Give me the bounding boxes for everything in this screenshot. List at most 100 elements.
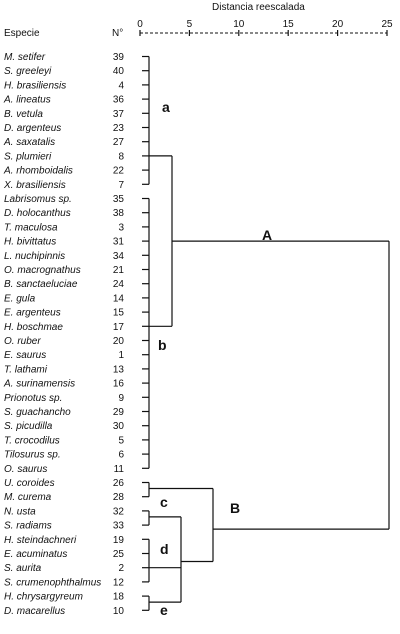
species-number: 19 bbox=[113, 535, 125, 546]
species-name: H. brasiliensis bbox=[4, 80, 66, 91]
axis-tick-label: 25 bbox=[381, 19, 393, 30]
species-number: 24 bbox=[113, 279, 125, 290]
species-name: T. crocodilus bbox=[4, 435, 60, 446]
axis-tick-label: 15 bbox=[283, 19, 295, 30]
species-number: 1 bbox=[118, 350, 124, 361]
species-number: 26 bbox=[113, 478, 125, 489]
cluster-label-A: A bbox=[262, 227, 272, 243]
species-number: 29 bbox=[113, 407, 125, 418]
species-name: O. saurus bbox=[4, 464, 47, 475]
species-number: 14 bbox=[113, 293, 125, 304]
species-number: 30 bbox=[113, 421, 125, 432]
species-name: S. plumieri bbox=[4, 151, 52, 162]
species-number: 22 bbox=[113, 166, 125, 177]
species-number: 8 bbox=[118, 151, 124, 162]
species-number: 12 bbox=[113, 577, 125, 588]
species-number: 38 bbox=[113, 208, 125, 219]
species-name: X. brasiliensis bbox=[3, 180, 66, 191]
number-column-header: N° bbox=[112, 28, 123, 39]
species-name: B. sanctaeluciae bbox=[4, 279, 78, 290]
species-name: A. surinamensis bbox=[3, 379, 75, 390]
species-name: T. lathami bbox=[4, 364, 48, 375]
species-name: O. ruber bbox=[4, 336, 41, 347]
species-number: 23 bbox=[113, 123, 125, 134]
species-name: N. usta bbox=[4, 506, 36, 517]
species-number: 32 bbox=[113, 506, 125, 517]
species-name: D. holocanthus bbox=[4, 208, 71, 219]
species-name: L. nuchipinnis bbox=[4, 251, 65, 262]
species-number: 2 bbox=[118, 563, 124, 574]
species-number: 27 bbox=[113, 137, 125, 148]
species-number: 35 bbox=[113, 194, 125, 205]
axis-title: Distancia reescalada bbox=[212, 2, 305, 13]
species-name: H. boschmae bbox=[4, 322, 63, 333]
species-number: 11 bbox=[114, 464, 125, 475]
cluster-label-e: e bbox=[160, 602, 168, 618]
species-number: 4 bbox=[118, 80, 124, 91]
cluster-label-a: a bbox=[162, 99, 170, 115]
species-number: 25 bbox=[113, 549, 125, 560]
species-number: 15 bbox=[113, 308, 125, 319]
species-list: M. setifer 39S. greeleyi 40H. brasiliensis… bbox=[3, 52, 124, 617]
species-name: S. picudilla bbox=[4, 421, 53, 432]
species-name: H. bivittatus bbox=[4, 237, 56, 248]
species-name: Tilosurus sp. bbox=[4, 450, 61, 461]
axis-tick-label: 20 bbox=[332, 19, 344, 30]
species-name: A. rhomboidalis bbox=[3, 166, 73, 177]
cluster-label-c: c bbox=[160, 494, 168, 510]
cluster-label-d: d bbox=[160, 541, 169, 557]
species-name: M. setifer bbox=[4, 52, 46, 63]
cluster-label-B: B bbox=[230, 500, 240, 516]
species-name: E. argenteus bbox=[4, 308, 61, 319]
axis-tick-label: 10 bbox=[233, 19, 245, 30]
species-number: 9 bbox=[118, 393, 124, 404]
species-number: 37 bbox=[113, 109, 125, 120]
species-number: 16 bbox=[113, 379, 125, 390]
species-number: 20 bbox=[113, 336, 125, 347]
species-name: Prionotus sp. bbox=[4, 393, 62, 404]
species-name: S. radiams bbox=[4, 521, 52, 532]
species-number: 17 bbox=[113, 322, 125, 333]
species-name: S. aurita bbox=[4, 563, 42, 574]
species-name: S. crumenophthalmus bbox=[4, 577, 101, 588]
species-number: 39 bbox=[113, 52, 125, 63]
species-name: D. macarellus bbox=[4, 606, 65, 617]
species-number: 33 bbox=[113, 521, 125, 532]
species-name: M. curema bbox=[4, 492, 52, 503]
axis-tick-label: 5 bbox=[187, 19, 193, 30]
species-name: E. gula bbox=[4, 293, 36, 304]
axis-ticks: 0 5 10 15 20 25 bbox=[137, 19, 393, 36]
axis-tick-label: 0 bbox=[137, 19, 143, 30]
dendrogram-tree bbox=[142, 55, 390, 611]
species-column-header: Especie bbox=[4, 28, 40, 39]
species-name: S. greeleyi bbox=[4, 66, 52, 77]
species-name: T. maculosa bbox=[4, 222, 58, 233]
species-number: 18 bbox=[113, 592, 125, 603]
species-number: 36 bbox=[113, 95, 125, 106]
species-name: O. macrognathus bbox=[4, 265, 81, 276]
species-number: 5 bbox=[118, 435, 124, 446]
species-number: 40 bbox=[113, 66, 125, 77]
species-number: 7 bbox=[118, 180, 124, 191]
species-number: 28 bbox=[113, 492, 125, 503]
species-name: A. saxatalis bbox=[3, 137, 55, 148]
species-name: D. argenteus bbox=[4, 123, 61, 134]
species-number: 34 bbox=[113, 251, 125, 262]
species-number: 10 bbox=[113, 606, 125, 617]
species-name: B. vetula bbox=[4, 109, 43, 120]
species-name: A. lineatus bbox=[3, 95, 51, 106]
cluster-label-b: b bbox=[158, 337, 167, 353]
species-name: S. guachancho bbox=[4, 407, 71, 418]
species-name: U. coroides bbox=[4, 478, 55, 489]
species-number: 21 bbox=[113, 265, 125, 276]
species-number: 31 bbox=[113, 237, 125, 248]
species-number: 13 bbox=[113, 364, 125, 375]
species-name: Labrisomus sp. bbox=[4, 194, 72, 205]
species-name: H. chrysargyreum bbox=[4, 592, 83, 603]
species-name: E. saurus bbox=[4, 350, 46, 361]
species-name: E. acuminatus bbox=[4, 549, 67, 560]
species-name: H. steindachneri bbox=[4, 535, 77, 546]
species-number: 6 bbox=[118, 450, 124, 461]
species-number: 3 bbox=[118, 222, 124, 233]
